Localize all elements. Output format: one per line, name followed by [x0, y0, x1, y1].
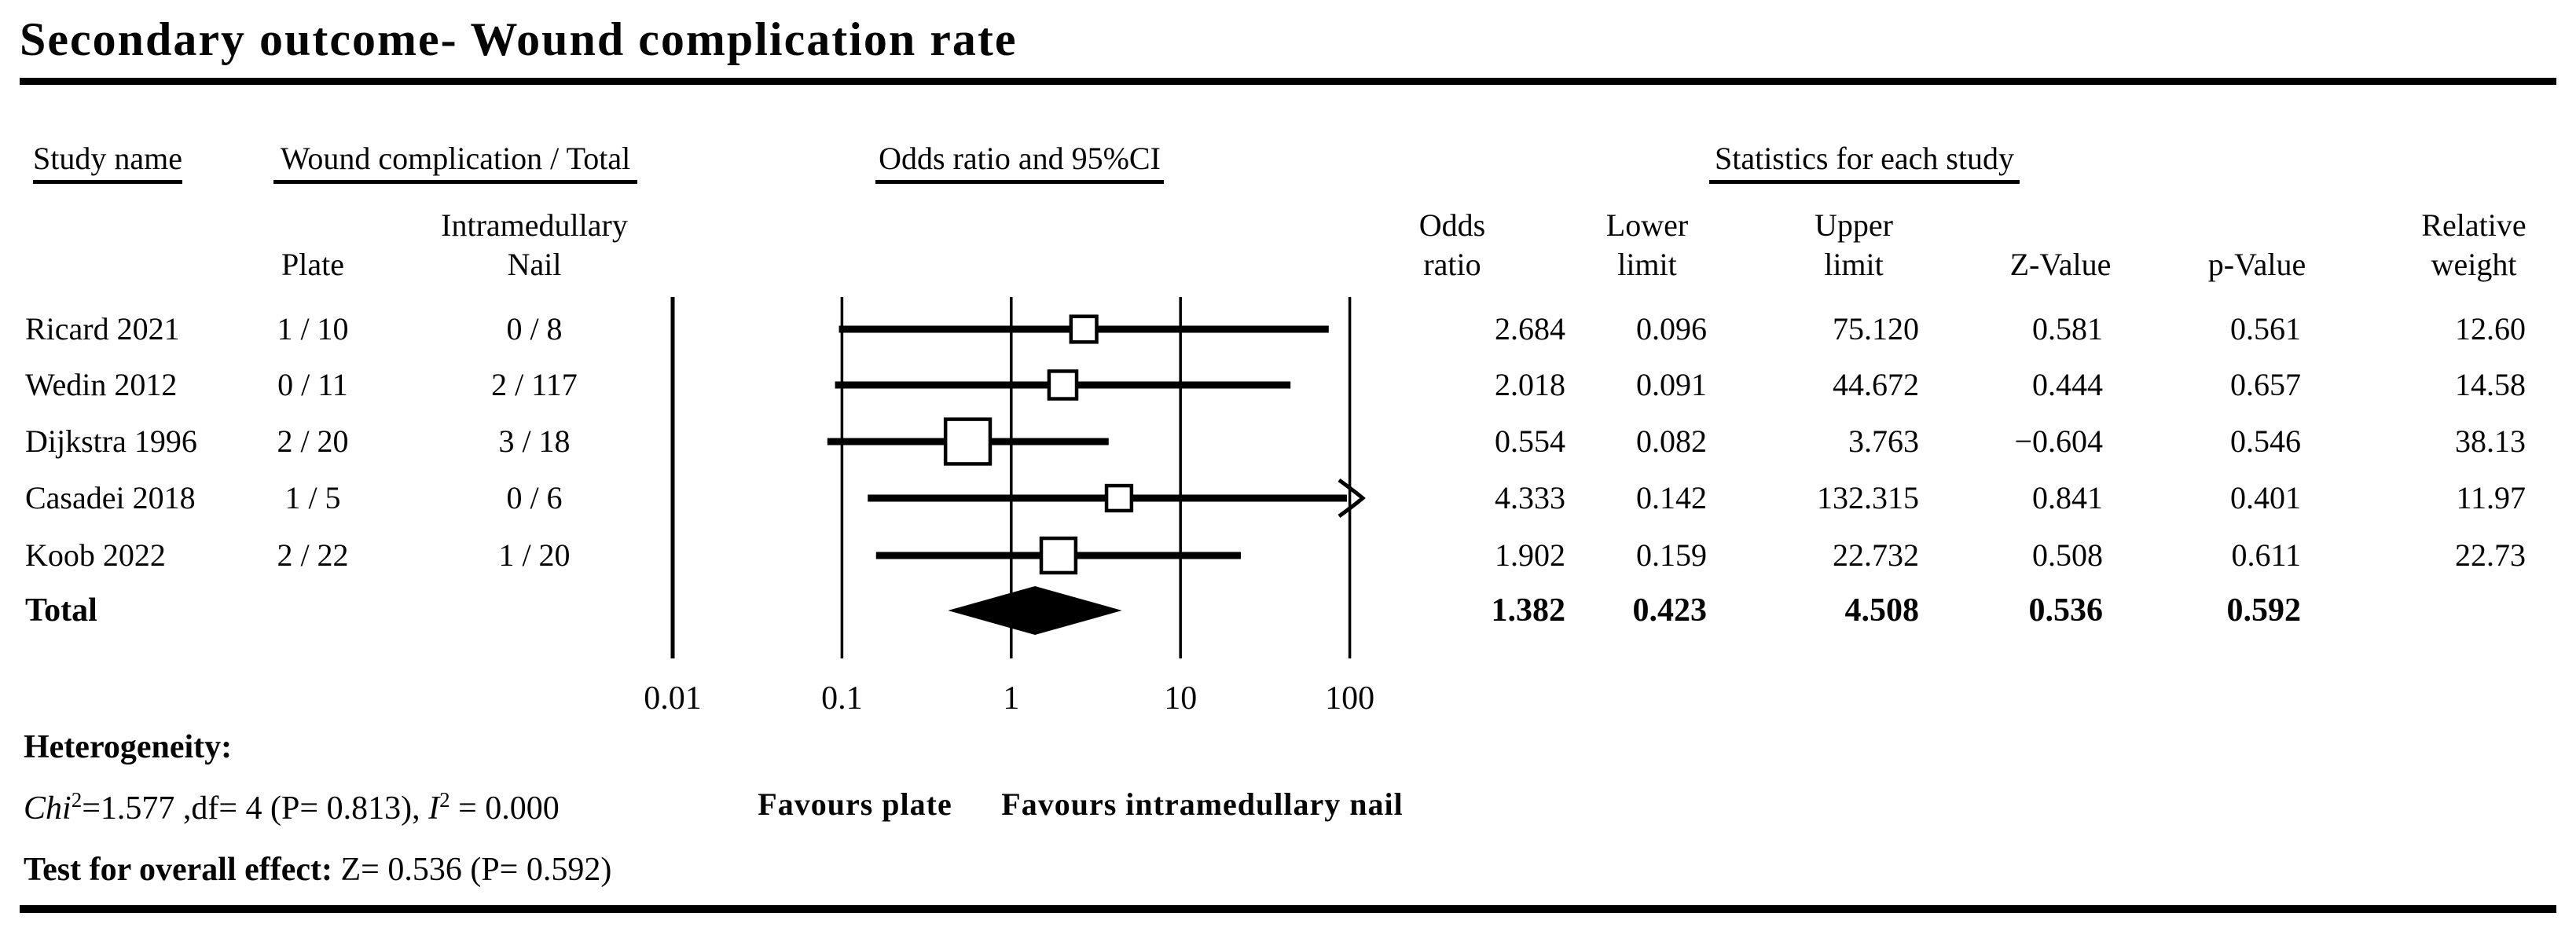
axis-tick-label: 0.1: [821, 680, 863, 717]
favours-right-label: Favours intramedullary nail: [1001, 786, 1404, 822]
lower-limit-cell: 0.423: [1632, 592, 1708, 629]
z-value-cell: −0.604: [2014, 424, 2103, 459]
i-squared-value: = 0.000: [450, 790, 560, 827]
effect-square: [1069, 314, 1099, 344]
study-name-cell: Koob 2022: [25, 537, 166, 573]
subheader-plate: Plate: [281, 247, 344, 282]
odds-ratio-cell: 1.382: [1491, 592, 1566, 629]
upper-limit-cell: 132.315: [1817, 480, 1919, 515]
overall-effect-label: Test for overall effect:: [24, 852, 332, 888]
z-value-cell: 0.581: [2032, 311, 2103, 346]
overall-effect-value: Z= 0.536 (P= 0.592): [332, 852, 612, 888]
bottom-rule: [20, 905, 2556, 913]
odds-ratio-cell: 2.018: [1495, 367, 1565, 402]
relative-weight-cell: 38.13: [2455, 424, 2526, 459]
axis-tick-label: 10: [1164, 680, 1197, 717]
relative-weight-cell: 11.97: [2456, 480, 2526, 515]
study-name-cell: Wedin 2012: [25, 367, 178, 402]
nail-events-cell: 1 / 20: [498, 537, 571, 573]
subheader-relative-weight: Relative weight: [2421, 207, 2526, 282]
summary-diamond: [948, 586, 1122, 635]
nail-events-cell: 2 / 117: [491, 367, 578, 402]
figure-title: Secondary outcome- Wound complication ra…: [20, 13, 1018, 65]
subheader-z-value: Z-Value: [2009, 247, 2112, 282]
heterogeneity-stats: Chi2=1.577 ,df= 4 (P= 0.813), I2 = 0.000: [24, 789, 560, 828]
column-header-odds-ratio-ci: Odds ratio and 95%CI: [875, 141, 1164, 184]
subheader-upper-limit: Upper limit: [1815, 207, 1893, 282]
effect-square: [1047, 369, 1079, 401]
upper-limit-cell: 22.732: [1833, 537, 1919, 573]
p-value-cell: 0.401: [2230, 480, 2301, 515]
axis-tick-label: 1: [1003, 680, 1019, 717]
plate-events-cell: 2 / 22: [277, 537, 349, 573]
lower-limit-cell: 0.142: [1636, 480, 1707, 515]
axis-tick-label: 0.01: [644, 680, 702, 717]
upper-limit-cell: 3.763: [1848, 424, 1919, 459]
forest-plot: 0.01 0.1 1 10 100: [644, 297, 1374, 717]
z-value-cell: 0.508: [2032, 537, 2103, 573]
nail-events-cell: 0 / 6: [506, 480, 563, 515]
plate-events-cell: 1 / 10: [277, 311, 349, 346]
column-header-events-total: Wound complication / Total: [273, 141, 637, 184]
upper-limit-cell: 4.508: [1844, 592, 1920, 629]
study-name-cell: Casadei 2018: [25, 480, 196, 515]
z-value-cell: 0.536: [2028, 592, 2104, 629]
odds-ratio-cell: 1.902: [1495, 537, 1565, 573]
plate-events-cell: 1 / 5: [284, 480, 341, 515]
overall-effect-line: Test for overall effect: Z= 0.536 (P= 0.…: [24, 850, 611, 889]
title-rule: [20, 78, 2556, 85]
lower-limit-cell: 0.082: [1636, 424, 1707, 459]
column-header-study-name: Study name: [33, 141, 182, 184]
axis-tick-label: 100: [1325, 680, 1374, 717]
plate-events-cell: 0 / 11: [277, 367, 348, 402]
p-value-cell: 0.592: [2226, 592, 2302, 629]
upper-limit-cell: 44.672: [1833, 367, 1919, 402]
relative-weight-cell: 22.73: [2455, 537, 2526, 573]
heterogeneity-values: =1.577 ,df= 4 (P= 0.813),: [82, 790, 429, 827]
subheader-lower-limit: Lower limit: [1605, 207, 1689, 282]
effect-square: [943, 417, 993, 466]
relative-weight-cell: 14.58: [2455, 367, 2526, 402]
nail-events-cell: 3 / 18: [498, 424, 571, 459]
column-header-statistics: Statistics for each study: [1709, 141, 2020, 184]
p-value-cell: 0.546: [2230, 424, 2301, 459]
upper-limit-cell: 75.120: [1833, 311, 1919, 346]
z-value-cell: 0.444: [2032, 367, 2103, 402]
chi-exponent: 2: [71, 788, 83, 812]
odds-ratio-cell: 2.684: [1495, 311, 1565, 346]
subheader-p-value: p-Value: [2207, 247, 2306, 282]
z-value-cell: 0.841: [2032, 480, 2103, 515]
subheader-intramedullary-nail: Intramedullary Nail: [441, 207, 628, 282]
effect-square: [1039, 536, 1078, 575]
relative-weight-cell: 12.60: [2455, 311, 2526, 346]
odds-ratio-cell: 0.554: [1495, 424, 1565, 459]
subheader-odds-ratio: Odds ratio: [1418, 207, 1486, 282]
study-name-cell: Dijkstra 1996: [25, 424, 197, 459]
i-squared-exponent: 2: [439, 788, 450, 812]
lower-limit-cell: 0.096: [1636, 311, 1707, 346]
nail-events-cell: 0 / 8: [506, 311, 563, 346]
study-name-cell: Ricard 2021: [25, 311, 180, 346]
ci-arrowhead: [1338, 478, 1366, 519]
effect-square: [1104, 483, 1134, 513]
study-name-cell: Total: [25, 592, 97, 629]
p-value-cell: 0.657: [2230, 367, 2301, 402]
lower-limit-cell: 0.091: [1636, 367, 1707, 402]
p-value-cell: 0.561: [2230, 311, 2301, 346]
i-squared-symbol: I: [428, 790, 440, 827]
chi-symbol: Chi: [24, 790, 72, 827]
lower-limit-cell: 0.159: [1636, 537, 1707, 573]
p-value-cell: 0.611: [2231, 537, 2301, 573]
plate-events-cell: 2 / 20: [277, 424, 349, 459]
heterogeneity-label: Heterogeneity:: [24, 729, 233, 765]
favours-left-label: Favours plate: [758, 786, 952, 822]
odds-ratio-cell: 4.333: [1495, 480, 1565, 515]
